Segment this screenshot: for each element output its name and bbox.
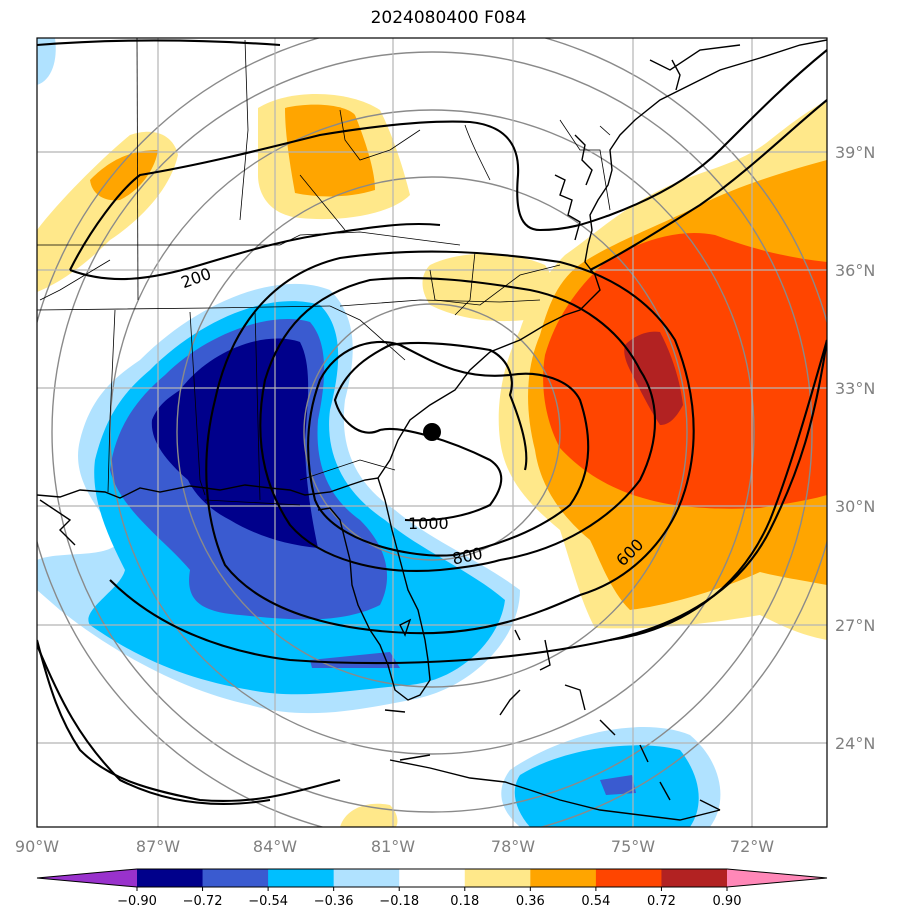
state-boundaries [37, 38, 611, 506]
contour-600 [205, 250, 695, 635]
lon-label-75w: 75°W [611, 837, 655, 856]
colorbar-tick-label: −0.36 [314, 894, 354, 909]
orange-west-region [90, 150, 158, 201]
contour-200-south [69, 222, 441, 281]
colorbar-tick-label: 0.54 [581, 894, 610, 909]
colorbar-tick-label: 0.90 [713, 894, 742, 909]
ring-2 [176, 176, 688, 688]
coastlines [37, 39, 827, 821]
colorbar-segment [399, 869, 466, 887]
gulf-coastline [37, 477, 431, 701]
map-frame [36, 37, 828, 828]
colorbar-segment [661, 869, 728, 887]
contour-top [37, 39, 281, 47]
contour-label-200: 200 [178, 264, 213, 292]
colorbar-tick-label: −0.18 [379, 894, 419, 909]
contour-south-gulf [37, 639, 341, 803]
lat-label-33n: 33°N [835, 379, 875, 398]
colorbar-segment [464, 869, 531, 887]
lat-label-27n: 27°N [835, 616, 875, 635]
contour-800-inner [307, 340, 590, 557]
latitude-labels: 39°N 36°N 33°N 30°N 27°N 24°N [835, 143, 875, 753]
graticule [37, 38, 827, 827]
cuba-coastline [389, 759, 721, 821]
colorbar: −0.90 −0.72 −0.54 −0.36 −0.18 0.18 0.36 0.54 0.7… [36, 868, 828, 909]
contour-800 [259, 277, 656, 572]
ring-4 [51, 51, 813, 813]
dark-blue-region [151, 338, 318, 548]
pale-blue-corner [37, 38, 56, 85]
contour-label-1000: 1000 [408, 514, 449, 533]
contours [37, 39, 827, 805]
lon-label-72w: 72°W [730, 837, 774, 856]
colorbar-segment [595, 869, 662, 887]
storm-center-marker [423, 423, 441, 441]
colorbar-tick-label: −0.90 [117, 894, 157, 909]
contour-400 [37, 339, 827, 805]
colorbar-segment [202, 869, 269, 887]
colorbar-tick-label: 0.36 [516, 894, 545, 909]
colorbar-segment [333, 869, 400, 887]
colorbar-tick-label: −0.54 [248, 894, 288, 909]
lat-label-24n: 24°N [835, 734, 875, 753]
colorbar-extend-high [727, 869, 827, 887]
pale-yellow-west-region [37, 131, 178, 292]
ring-1 [303, 303, 561, 561]
longitude-labels: 90°W 87°W 84°W 81°W 78°W 75°W 72°W [15, 837, 774, 856]
lon-label-81w: 81°W [371, 837, 415, 856]
contour-400-outer [109, 339, 827, 665]
colorbar-tick-label: −0.72 [183, 894, 223, 909]
lon-label-84w: 84°W [253, 837, 297, 856]
lon-label-78w: 78°W [491, 837, 535, 856]
royal-blue-gulf-south-patch [600, 775, 636, 795]
lon-label-90w: 90°W [15, 837, 59, 856]
colorbar-tick-label: 0.18 [450, 894, 479, 909]
colorbar-segment [530, 869, 597, 887]
map-title: 2024080400 F084 [370, 8, 527, 28]
pale-yellow-nc-patch [422, 253, 555, 322]
lat-label-30n: 30°N [835, 497, 875, 516]
colorbar-extend-low [37, 869, 137, 887]
lat-label-39n: 39°N [835, 143, 875, 162]
colorbar-segment [137, 869, 204, 887]
firebrick-region [624, 331, 683, 425]
colorbar-tick-label: 0.72 [647, 894, 676, 909]
lon-label-87w: 87°W [136, 837, 180, 856]
contour-200 [69, 49, 827, 271]
colorbar-segment [268, 869, 335, 887]
east-coastline [377, 39, 827, 479]
lat-label-36n: 36°N [835, 261, 875, 280]
orange-ohio-region [285, 104, 375, 197]
contour-ne [589, 99, 827, 271]
